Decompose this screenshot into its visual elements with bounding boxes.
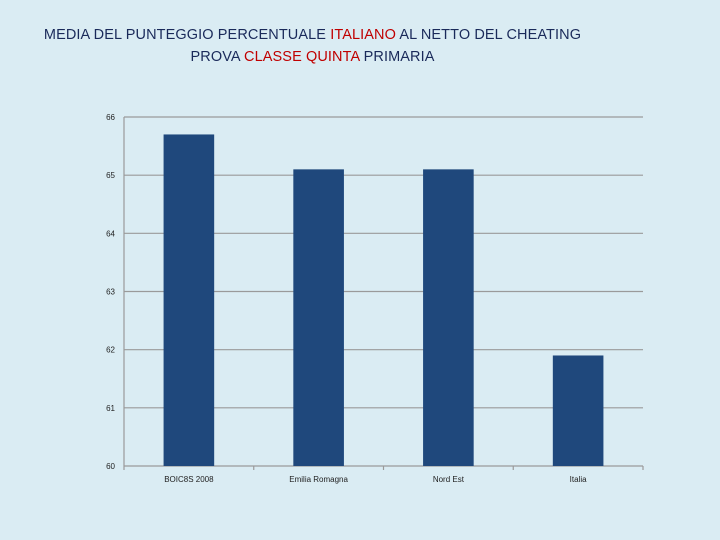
- x-tick-label: BOIC8S 2008: [164, 475, 214, 484]
- y-tick-label: 63: [106, 288, 115, 297]
- x-tick-label: Nord Est: [433, 475, 465, 484]
- title-highlight: ITALIANO: [330, 27, 396, 43]
- x-tick-label: Emilia Romagna: [289, 475, 348, 484]
- x-tick-label: Italia: [570, 475, 587, 484]
- bar: [163, 134, 215, 466]
- bar: [423, 169, 474, 466]
- chart-title: MEDIA DEL PUNTEGGIO PERCENTUALE ITALIANO…: [0, 24, 625, 68]
- bar: [552, 355, 604, 466]
- chart-title-line-1: MEDIA DEL PUNTEGGIO PERCENTUALE ITALIANO…: [0, 24, 625, 46]
- title-text: AL NETTO DEL CHEATING: [395, 27, 582, 43]
- y-tick-label: 66: [106, 113, 115, 122]
- y-tick-label: 61: [106, 404, 115, 413]
- title-text: MEDIA DEL PUNTEGGIO PERCENTUALE: [43, 27, 331, 43]
- bar: [293, 169, 344, 466]
- title-text: PROVA: [190, 49, 245, 65]
- y-tick-label: 60: [106, 462, 115, 471]
- title-text: PRIMARIA: [359, 49, 435, 65]
- y-tick-label: 64: [106, 229, 115, 238]
- title-highlight: CLASSE QUINTA: [244, 49, 360, 65]
- y-tick-label: 62: [106, 346, 115, 355]
- chart-title-line-2: PROVA CLASSE QUINTA PRIMARIA: [0, 46, 625, 68]
- y-tick-label: 65: [106, 171, 115, 180]
